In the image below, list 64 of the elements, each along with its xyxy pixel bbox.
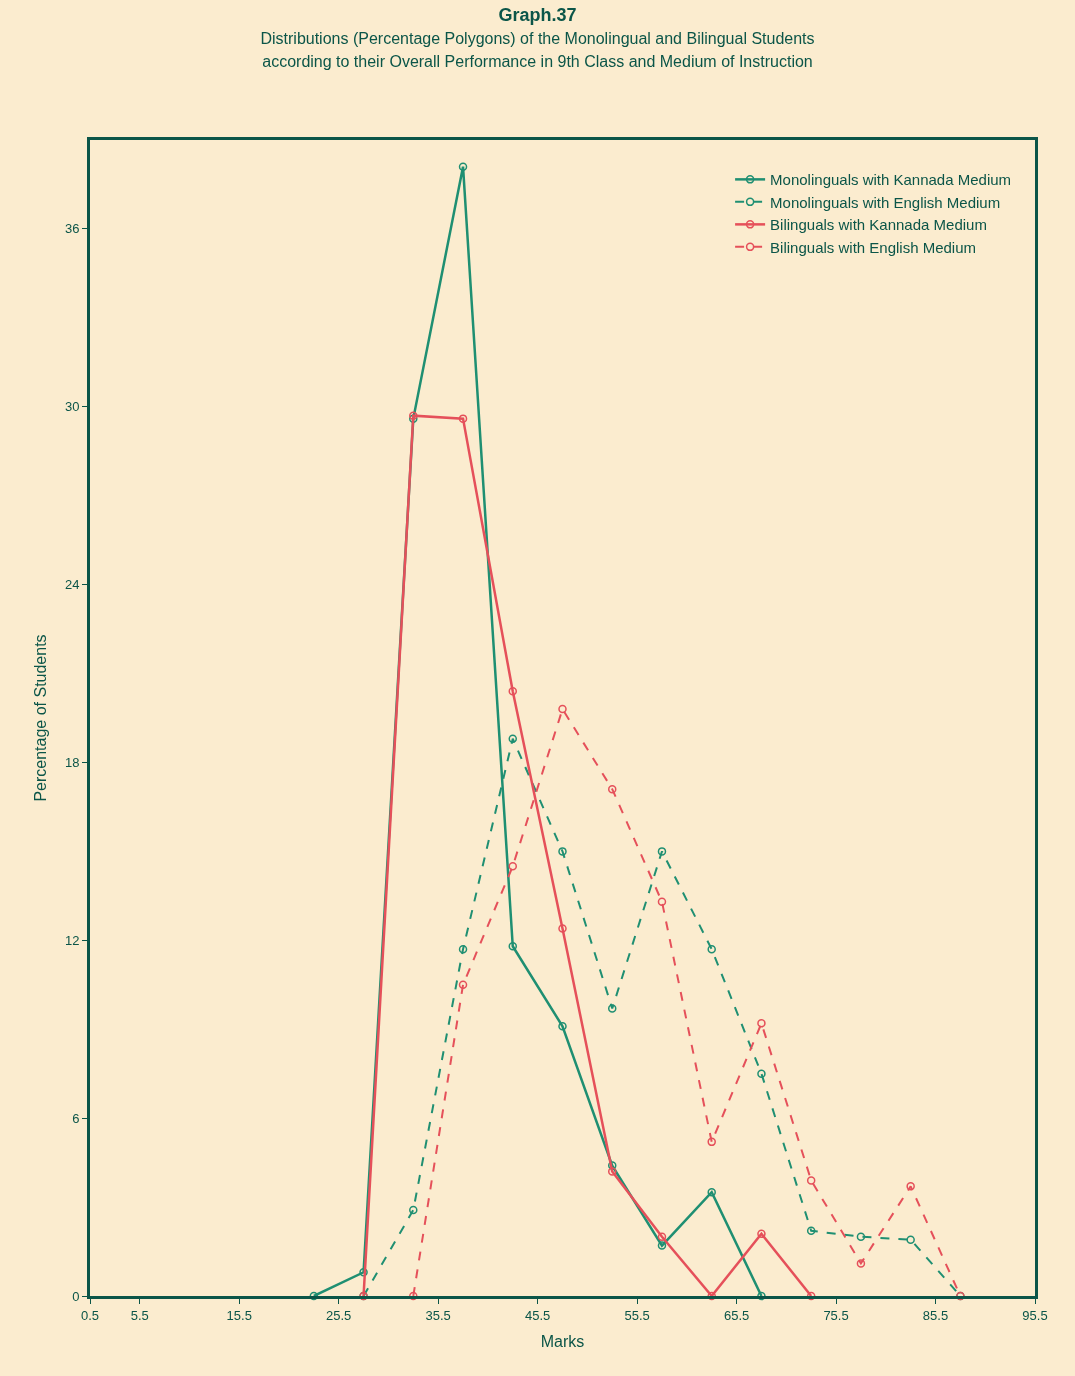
y-tick-label: 0 (72, 1288, 80, 1304)
point (607, 1004, 617, 1013)
point (806, 1226, 816, 1236)
chart-title: Graph.37 (498, 4, 577, 25)
legend-label: Monolinguals with English Medium (770, 193, 1001, 211)
y-tick-label: 24 (64, 577, 80, 593)
point (657, 847, 667, 856)
point (558, 704, 567, 714)
point (508, 734, 518, 743)
point (657, 1232, 667, 1241)
point (458, 162, 468, 171)
x-tick-label: 75.5 (823, 1307, 849, 1323)
legend-label: Monolinguals with Kannada Medium (770, 171, 1012, 189)
point (806, 1176, 816, 1185)
y-tick-label: 12 (64, 932, 80, 948)
point (906, 1182, 915, 1191)
point (757, 1019, 766, 1028)
x-tick-label: 15.5 (226, 1307, 252, 1323)
point (458, 980, 468, 990)
point (508, 941, 518, 951)
point (707, 1188, 716, 1197)
point (558, 847, 567, 856)
point (657, 897, 667, 907)
x-tick-label: 45.5 (524, 1307, 551, 1323)
x-tick-label: 0.5 (80, 1307, 100, 1323)
chart-subtitle: Distributions (Percentage Polygons) of the Monolingual and Bilingual Students according to their Overall Performance in 9th Class and Medium of Instruction (260, 30, 815, 71)
point (458, 944, 468, 954)
point (757, 1229, 766, 1238)
x-tick-label: 65.5 (723, 1307, 750, 1323)
point (309, 1291, 319, 1301)
point (409, 1205, 418, 1215)
point (607, 1161, 617, 1170)
legend-label: Bilinguals with Kannada Medium (770, 216, 987, 234)
point (508, 687, 518, 696)
x-axis-title: Marks (540, 1333, 585, 1351)
legend-label: Bilinguals with English Medium (770, 238, 977, 256)
point (856, 1259, 866, 1268)
x-tick-label: 5.5 (130, 1307, 149, 1323)
y-tick-label: 30 (64, 399, 80, 415)
point (906, 1235, 915, 1244)
y-axis-title: Percentage of Students (31, 634, 49, 802)
point (508, 861, 518, 871)
point (558, 924, 567, 933)
point (707, 944, 716, 954)
x-tick-label: 95.5 (1022, 1307, 1048, 1323)
x-tick-label: 35.5 (425, 1307, 451, 1323)
point (707, 1137, 716, 1147)
point (558, 1022, 567, 1031)
x-tick-label: 25.5 (326, 1307, 352, 1323)
point (856, 1232, 866, 1241)
point (458, 414, 468, 423)
point (657, 1241, 667, 1250)
point (757, 1291, 766, 1301)
point (359, 1268, 368, 1277)
point (757, 1069, 766, 1078)
x-tick-label: 55.5 (624, 1307, 650, 1323)
y-tick-label: 36 (64, 221, 80, 237)
point (409, 1291, 418, 1301)
point (607, 784, 617, 794)
x-tick-label: 85.5 (922, 1307, 949, 1323)
point (806, 1291, 816, 1301)
y-tick-label: 6 (72, 1110, 80, 1126)
y-tick-label: 18 (64, 755, 80, 771)
point (607, 1167, 617, 1176)
